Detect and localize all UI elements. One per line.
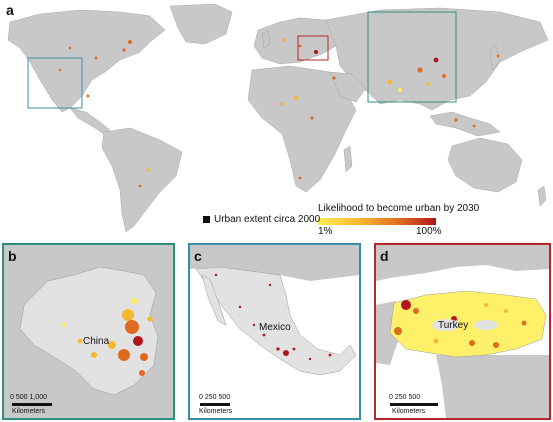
- likelihood-legend-title: Likelihood to become urban by 2030: [318, 203, 480, 214]
- urban-hotspots: [58, 38, 500, 188]
- europe-landmass: [253, 17, 341, 65]
- mexico-landmass: [195, 266, 357, 376]
- central-america-landmass: [69, 107, 111, 135]
- turkey-landmass: [389, 290, 547, 358]
- turkey-urban-hotspots: [394, 300, 527, 348]
- panel-letter-c: c: [194, 248, 202, 264]
- mexico-place-label: Mexico: [259, 322, 291, 333]
- new-zealand-landmass: [537, 185, 547, 207]
- world-map: [7, 3, 549, 233]
- australia-landmass: [447, 137, 523, 193]
- inset-box-turkey: [297, 35, 329, 61]
- urban-legend-swatch: [203, 216, 210, 223]
- likelihood-max-label: 100%: [416, 226, 442, 237]
- north-america-landmass: [7, 9, 166, 113]
- urban-legend-label: Urban extent circa 2000: [214, 214, 321, 225]
- greenland-landmass: [169, 3, 233, 45]
- arabia-landmass: [329, 71, 367, 103]
- china-scale-bar: [12, 403, 52, 406]
- madagascar-landmass: [343, 145, 353, 173]
- turkey-place-label: Turkey: [438, 320, 469, 331]
- us-landmass: [190, 245, 359, 281]
- panel-letter-d: d: [380, 248, 389, 264]
- panel-letter-b: b: [8, 248, 17, 264]
- sea-islands: [429, 111, 501, 137]
- turkey-grey-interior: [432, 319, 498, 331]
- syria-iraq-landmass: [436, 355, 549, 418]
- europe-north-landmass: [376, 245, 549, 281]
- mexico-scale-bar: [200, 403, 230, 406]
- china-landmass: [19, 266, 159, 396]
- south-america-landmass: [101, 127, 183, 233]
- china-place-label: China: [83, 336, 110, 347]
- likelihood-gradient-bar: [318, 218, 436, 225]
- inset-box-mexico: [27, 57, 83, 109]
- inset-box-china: [367, 11, 457, 103]
- likelihood-min-label: 1%: [318, 226, 333, 237]
- china-scale-ticks: 0 500 1,000: [10, 394, 47, 401]
- mexico-scale-ticks: 0 250 500: [199, 394, 231, 401]
- china-scale-unit: Kilometers: [12, 408, 46, 415]
- mexico-scale-unit: Kilometers: [199, 408, 233, 415]
- china-urban-hotspots: [62, 298, 153, 376]
- panel-b: b China 0 500 1,000 Kilometers: [2, 243, 175, 420]
- panel-d: d Turkey 0 250 500 Kilometers: [374, 243, 551, 420]
- turkey-map: [376, 245, 549, 418]
- uk-landmass: [261, 29, 271, 49]
- turkey-scale-unit: Kilometers: [392, 408, 426, 415]
- turkey-scale-bar: [390, 403, 438, 406]
- panel-letter-a: a: [6, 2, 14, 18]
- turkey-scale-ticks: 0 250 500: [389, 394, 421, 401]
- panel-a: a: [6, 2, 549, 237]
- japan-landmass: [489, 45, 501, 71]
- panel-c: c Mexico 0 250 500 Kilometers: [188, 243, 361, 420]
- mexico-map: [190, 245, 359, 418]
- china-map: [4, 245, 173, 418]
- mexico-urban-hotspots: [214, 273, 332, 361]
- baja-peninsula: [201, 274, 227, 326]
